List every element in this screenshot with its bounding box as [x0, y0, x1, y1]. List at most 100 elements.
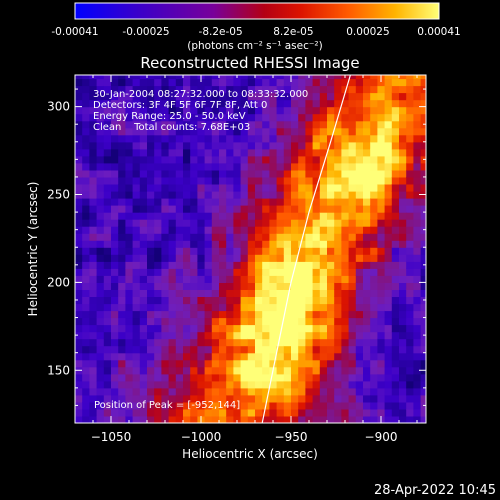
heatmap-cell: [334, 212, 342, 220]
heatmap-cell: [89, 92, 98, 101]
heatmap-cell: [355, 198, 364, 206]
heatmap-cell: [161, 127, 170, 136]
heatmap-cell: [247, 113, 256, 122]
heatmap-cell: [384, 324, 393, 333]
heatmap-cell: [111, 219, 119, 227]
heatmap-cell: [377, 191, 386, 199]
heatmap-cell: [247, 289, 256, 297]
heatmap-cell: [118, 261, 126, 269]
heatmap-cell: [348, 99, 357, 108]
heatmap-cell: [276, 85, 285, 94]
heatmap-cell: [96, 254, 105, 262]
heatmap-cell: [305, 296, 314, 305]
heatmap-cell: [262, 148, 270, 157]
heatmap-cell: [391, 394, 400, 403]
heatmap-cell: [89, 212, 98, 220]
heatmap-cell: [384, 331, 393, 340]
heatmap-cell: [240, 289, 249, 297]
heatmap-cell: [204, 198, 213, 206]
heatmap-cell: [247, 176, 256, 185]
heatmap-cell: [370, 345, 378, 354]
annotation-block: 30-Jan-2004 08:27:32.000 to 08:33:32.000…: [93, 89, 308, 133]
heatmap-cell: [420, 247, 426, 255]
heatmap-cell: [406, 191, 414, 199]
heatmap-cell: [226, 416, 234, 423]
heatmap-cell: [96, 226, 105, 234]
heatmap-cell: [197, 338, 206, 347]
heatmap-cell: [168, 366, 177, 375]
heatmap-cell: [283, 148, 292, 157]
heatmap-cell: [262, 127, 270, 136]
heatmap-cell: [355, 162, 364, 171]
heatmap-cell: [341, 254, 350, 262]
heatmap-cell: [312, 373, 321, 382]
heatmap-cell: [125, 275, 134, 283]
heatmap-cell: [89, 191, 98, 199]
heatmap-cell: [96, 127, 105, 136]
heatmap-cell: [291, 373, 299, 382]
heatmap-cell: [197, 317, 206, 326]
heatmap-cell: [204, 296, 213, 305]
heatmap-cell: [111, 366, 119, 375]
heatmap-cell: [413, 184, 422, 192]
heatmap-cell: [197, 310, 206, 319]
heatmap-cell: [269, 92, 278, 101]
heatmap-cell: [399, 338, 407, 347]
heatmap-cell: [298, 282, 306, 290]
heatmap-cell: [240, 282, 249, 290]
heatmap-cell: [327, 268, 335, 276]
heatmap-cell: [319, 408, 328, 417]
heatmap-cell: [327, 282, 335, 290]
heatmap-cell: [147, 247, 155, 255]
heatmap-cell: [175, 303, 184, 312]
heatmap-cell: [183, 127, 191, 136]
heatmap-cell: [132, 191, 141, 199]
heatmap-cell: [406, 296, 414, 305]
heatmap-cell: [255, 99, 263, 108]
heatmap-cell: [175, 345, 184, 354]
heatmap-cell: [139, 127, 148, 136]
heatmap-cell: [276, 366, 285, 375]
heatmap-cell: [255, 240, 263, 248]
heatmap-cell: [283, 162, 292, 171]
heatmap-cell: [377, 261, 386, 269]
heatmap-cell: [147, 296, 155, 305]
heatmap-cell: [96, 416, 105, 423]
heatmap-cell: [255, 205, 263, 213]
heatmap-cell: [319, 380, 328, 389]
heatmap-cell: [132, 169, 141, 178]
heatmap-cell: [377, 380, 386, 389]
heatmap-cell: [355, 141, 364, 150]
heatmap-cell: [89, 261, 98, 269]
heatmap-cell: [197, 261, 206, 269]
heatmap-cell: [384, 169, 393, 178]
heatmap-cell: [103, 254, 112, 262]
heatmap-cell: [305, 352, 314, 361]
heatmap-cell: [377, 317, 386, 326]
heatmap-cell: [175, 352, 184, 361]
heatmap-cell: [276, 106, 285, 115]
heatmap-cell: [341, 338, 350, 347]
heatmap-cell: [291, 331, 299, 340]
heatmap-cell: [233, 289, 242, 297]
heatmap-cell: [327, 113, 335, 122]
heatmap-cell: [319, 92, 328, 101]
heatmap-cell: [89, 198, 98, 206]
heatmap-cell: [197, 387, 206, 396]
heatmap-cell: [255, 134, 263, 143]
heatmap-cell: [399, 387, 407, 396]
heatmap-cell: [391, 408, 400, 417]
heatmap-cell: [132, 127, 141, 136]
heatmap-cell: [399, 205, 407, 213]
heatmap-cell: [139, 331, 148, 340]
heatmap-cell: [233, 85, 242, 94]
heatmap-cell: [139, 226, 148, 234]
heatmap-cell: [240, 338, 249, 347]
heatmap-cell: [283, 99, 292, 108]
heatmap-cell: [118, 359, 126, 368]
heatmap-cell: [147, 359, 155, 368]
heatmap-cell: [75, 254, 83, 262]
heatmap-cell: [89, 401, 98, 410]
heatmap-cell: [175, 176, 184, 185]
